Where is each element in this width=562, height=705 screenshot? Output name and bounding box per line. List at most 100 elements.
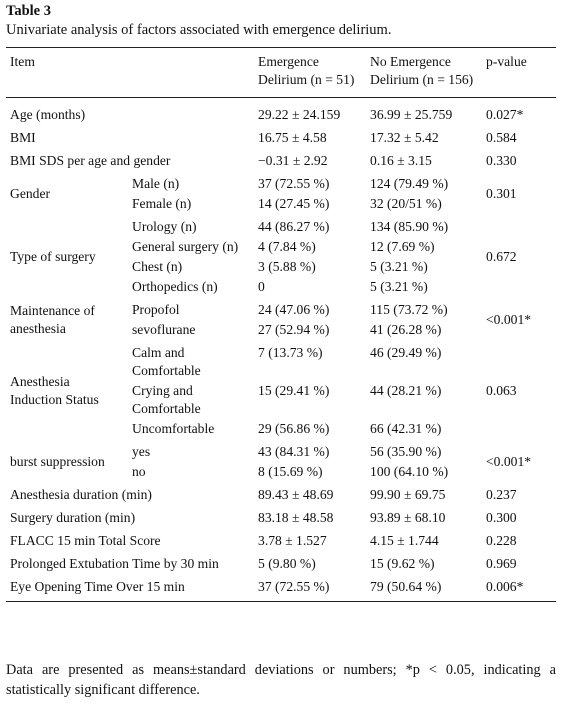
subitem-cell: Female (n) [132,196,192,211]
table-row: sevoflurane 27 (52.94 %) 41 (26.28 %) [6,320,556,340]
p-value-cell: 0.969 [486,556,517,571]
table-row: no 8 (15.69 %) 100 (64.10 %) [6,462,556,482]
no-ed-cell: 93.89 ± 68.10 [370,510,446,525]
ed-cell: 7 (13.73 %) [258,345,323,360]
subitem-cell: Crying and Comfortable [132,383,201,416]
table-row: General surgery (n) 4 (7.84 %) 12 (7.69 %) [6,237,556,257]
ed-cell: 5 (9.80 %) [258,556,316,571]
ed-cell: 83.18 ± 48.58 [258,510,334,525]
subitem-cell: yes [132,444,151,459]
ed-cell: −0.31 ± 2.92 [258,153,328,168]
table-row: Orthopedics (n) 0 5 (3.21 %) [6,277,556,297]
no-ed-cell: 124 (79.49 %) [370,176,449,191]
p-value-cell: 0.027* [486,107,524,122]
item-cell: Anesthesia duration (min) [10,487,152,502]
no-ed-cell: 134 (85.90 %) [370,219,449,234]
ed-cell: 8 (15.69 %) [258,464,323,479]
ed-cell: 27 (52.94 %) [258,322,330,337]
header-cell: Item [6,47,255,98]
no-ed-cell: 79 (50.64 %) [370,579,442,594]
ed-cell: 4 (7.84 %) [258,239,316,254]
no-ed-cell: 5 (3.21 %) [370,279,428,294]
no-ed-cell: 0.16 ± 3.15 [370,153,432,168]
subitem-cell: sevoflurane [132,322,196,337]
table-row: BMI SDS per age and gender −0.31 ± 2.92 0.… [6,148,556,171]
p-value-cell: 0.063 [486,383,517,398]
item-cell: FLACC 15 min Total Score [10,533,161,548]
table-row: Chest (n) 3 (5.88 %) 5 (3.21 %) [6,257,556,277]
footnote: Data are presented as means±standard dev… [6,662,556,698]
subitem-cell: no [132,464,146,479]
p-value-cell: 0.330 [486,153,517,168]
p-value-cell: 0.584 [486,130,517,145]
p-value-cell: 0.672 [486,249,517,264]
table-row: burst suppression yes 43 (84.31 %) 56 (35.9… [6,439,556,469]
ed-cell: 43 (84.31 %) [258,444,330,459]
header-cell: No Emergence Delirium (n = 156) [366,47,483,98]
no-ed-cell: 5 (3.21 %) [370,259,428,274]
no-ed-cell: 12 (7.69 %) [370,239,435,254]
table-row: Female (n) 14 (27.45 %) 32 (20/51 %) [6,194,556,214]
table-row: Anesthesia duration (min) 89.43 ± 48.69 99… [6,482,556,505]
ed-cell: 89.43 ± 48.69 [258,487,334,502]
ed-cell: 37 (72.55 %) [258,176,330,191]
table-row: Maintenance of anesthesia Propofol 24 (47.… [6,297,556,336]
subitem-cell: Urology (n) [132,219,197,234]
no-ed-cell: 100 (64.10 %) [370,464,449,479]
ed-cell: 37 (72.55 %) [258,579,330,594]
subitem-cell: Orthopedics (n) [132,279,218,294]
subitem-cell: Uncomfortable [132,421,215,436]
no-ed-cell: 115 (73.72 %) [370,302,448,317]
p-value-cell: 0.301 [486,186,517,201]
subitem-cell: Chest (n) [132,259,183,274]
ed-cell: 44 (86.27 %) [258,219,330,234]
data-table: Item Emergence Delirium (n = 51) No Emerge… [6,47,557,602]
p-value-cell: 0.237 [486,487,517,502]
ed-cell: 29 (56.86 %) [258,421,330,436]
table-title: Table 3 [6,3,51,19]
item-cell: Eye Opening Time Over 15 min [10,579,185,594]
item-cell: Gender [10,186,51,201]
table-caption: Univariate analysis of factors associate… [6,22,392,38]
table-row: BMI 16.75 ± 4.58 17.32 ± 5.42 0.584 [6,125,556,148]
item-cell: Type of surgery [10,249,96,264]
no-ed-cell: 99.90 ± 69.75 [370,487,446,502]
no-ed-cell: 36.99 ± 25.759 [370,107,453,122]
no-ed-cell: 46 (29.49 %) [370,345,442,360]
no-ed-cell: 4.15 ± 1.744 [370,533,439,548]
table-row: Uncomfortable 29 (56.86 %) 66 (42.31 %) [6,419,556,439]
no-ed-cell: 32 (20/51 %) [370,196,442,211]
subitem-cell: Male (n) [132,176,180,191]
table-row: Age (months) 29.22 ± 24.159 36.99 ± 25.759… [6,98,556,126]
no-ed-cell: 41 (26.28 %) [370,322,442,337]
no-ed-cell: 56 (35.90 %) [370,444,442,459]
table-row: Prolonged Extubation Time by 30 min 5 (9.… [6,551,556,574]
table-row: Gender Male (n) 37 (72.55 %) 124 (79.49 %) 0… [6,171,556,201]
ed-cell: 16.75 ± 4.58 [258,130,327,145]
no-ed-cell: 44 (28.21 %) [370,383,442,398]
table-row: Surgery duration (min) 83.18 ± 48.58 93.89… [6,505,556,528]
header-row: Item Emergence Delirium (n = 51) No Emerge… [6,47,557,98]
item-cell: Anesthesia Induction Status [10,374,99,407]
table-row: Anesthesia Induction Status Calm and Comf… [6,340,556,407]
ed-cell: 3 (5.88 %) [258,259,316,274]
item-cell: Maintenance of anesthesia [10,303,95,336]
item-cell: BMI SDS per age and gender [10,153,171,168]
ed-cell: 3.78 ± 1.527 [258,533,327,548]
subitem-cell: Propofol [132,302,180,317]
ed-cell: 14 (27.45 %) [258,196,330,211]
item-cell: burst suppression [10,454,105,469]
table-body: Age (months) 29.22 ± 24.159 36.99 ± 25.759… [6,98,556,602]
p-value-cell: <0.001* [486,454,532,469]
table-row: Eye Opening Time Over 15 min 37 (72.55 %)… [6,574,556,602]
ed-cell: 0 [258,279,265,294]
p-value-cell: 0.228 [486,533,517,548]
item-cell: BMI [10,130,36,145]
subitem-cell: Calm and Comfortable [132,345,201,378]
ed-cell: 29.22 ± 24.159 [258,107,341,122]
header-cell: Emergence Delirium (n = 51) [254,47,367,98]
p-value-cell: 0.006* [486,579,524,594]
item-cell: Prolonged Extubation Time by 30 min [10,556,219,571]
p-value-cell: 0.300 [486,510,517,525]
item-cell: Age (months) [10,107,86,122]
